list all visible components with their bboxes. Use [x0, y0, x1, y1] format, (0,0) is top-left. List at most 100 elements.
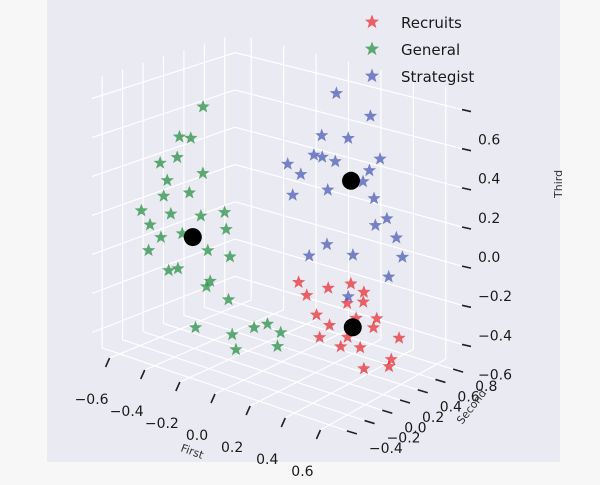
point-strategist: [389, 230, 403, 244]
x-tick-mark: [315, 429, 322, 440]
grid-line-z-left: [91, 89, 236, 139]
point-strategist: [320, 237, 334, 251]
z-tick-label: 0.4: [478, 172, 500, 188]
grid-line-y-floor: [122, 339, 365, 422]
point-general: [274, 325, 288, 339]
x-tick-label: 0.6: [291, 464, 313, 480]
y-tick-label: 0.6: [457, 389, 479, 405]
point-general: [160, 173, 174, 187]
point-recruits: [340, 330, 355, 343]
z-tick-mark: [461, 304, 472, 309]
y-tick-label: −0.2: [387, 431, 421, 447]
grid-line-y-floor: [142, 331, 383, 411]
grid-line-y-floor: [183, 314, 418, 391]
point-recruits: [356, 295, 370, 308]
point-general: [219, 222, 233, 235]
z-tick-mark: [461, 265, 472, 269]
point-recruits: [322, 318, 337, 331]
legend-marker-strategist: [364, 68, 380, 83]
z-tick-label: 0.0: [478, 250, 500, 266]
y-tick-label: 0.2: [422, 410, 444, 426]
point-recruits: [370, 311, 384, 325]
point-general: [154, 230, 168, 243]
point-general: [164, 206, 178, 220]
point-recruits: [334, 339, 348, 353]
x-tick-mark: [139, 369, 146, 380]
point-strategist: [368, 218, 382, 231]
point-recruits: [292, 275, 306, 288]
grid-line-z-back: [234, 275, 463, 346]
point-strategist: [315, 128, 329, 142]
y-tick-mark: [346, 430, 358, 435]
y-tick-label: 0.8: [475, 379, 497, 395]
point-general: [194, 208, 208, 222]
point-general: [172, 129, 187, 143]
y-tick-mark: [364, 419, 375, 425]
z-tick-mark: [461, 108, 472, 113]
z-tick-mark: [461, 147, 472, 152]
point-strategist: [341, 131, 355, 144]
point-strategist: [315, 150, 329, 163]
centroid-strategist: [342, 171, 361, 190]
point-general: [171, 261, 185, 275]
point-recruits: [300, 288, 314, 301]
grid-line-z-back: [234, 126, 463, 189]
z-tick-label: −0.6: [478, 367, 512, 383]
point-general: [153, 156, 167, 169]
point-strategist: [382, 269, 396, 283]
point-recruits: [313, 330, 327, 344]
grid-line-z-left: [91, 126, 236, 178]
point-strategist: [302, 248, 316, 262]
point-general: [221, 292, 236, 306]
y-tick-mark: [452, 368, 464, 373]
point-general: [182, 185, 196, 199]
point-general: [223, 249, 237, 263]
z-tick-label: −0.4: [478, 328, 512, 344]
point-recruits: [353, 340, 367, 354]
point-general: [175, 226, 189, 240]
z-tick-mark: [461, 226, 472, 230]
y-tick-mark: [399, 399, 411, 404]
point-general: [201, 243, 215, 257]
y-tick-label: 0.0: [404, 420, 426, 436]
x-tick-label: −0.2: [145, 416, 179, 432]
point-recruits: [340, 296, 354, 309]
grid-line-y-floor: [102, 347, 348, 432]
point-recruits: [309, 307, 324, 321]
legend-label-strategist: Strategist: [401, 68, 474, 86]
y-tick-label: −0.4: [369, 441, 403, 457]
point-strategist: [286, 188, 300, 201]
grid-line-z-left: [91, 201, 236, 256]
point-strategist: [281, 157, 295, 170]
point-strategist: [294, 167, 308, 180]
point-strategist: [328, 154, 342, 168]
z-tick-label: −0.2: [478, 289, 512, 305]
point-strategist: [395, 250, 409, 263]
point-recruits: [344, 276, 358, 290]
legend-marker-general: [364, 41, 380, 56]
point-strategist: [373, 152, 387, 165]
point-strategist: [346, 248, 360, 261]
legend-label-recruits: Recruits: [401, 14, 462, 32]
point-general: [196, 166, 210, 179]
point-recruits: [349, 311, 363, 324]
centroid-general: [183, 228, 202, 247]
z-tick-mark: [461, 187, 472, 191]
grid-line-z-left: [91, 238, 236, 295]
point-general: [196, 99, 210, 113]
point-recruits: [321, 281, 335, 294]
point-general: [170, 150, 184, 164]
z-axis-title: Third: [552, 170, 565, 199]
point-general: [247, 320, 261, 334]
x-tick-label: −0.4: [110, 404, 144, 420]
point-recruits: [366, 320, 381, 334]
point-recruits: [357, 361, 371, 375]
point-strategist: [367, 191, 381, 205]
point-recruits: [382, 359, 396, 373]
point-general: [134, 203, 148, 217]
point-general: [157, 189, 171, 202]
z-tick-label: 0.2: [478, 211, 500, 227]
point-general: [162, 263, 176, 277]
x-tick-mark: [280, 417, 287, 428]
y-tick-label: 0.4: [440, 400, 462, 416]
